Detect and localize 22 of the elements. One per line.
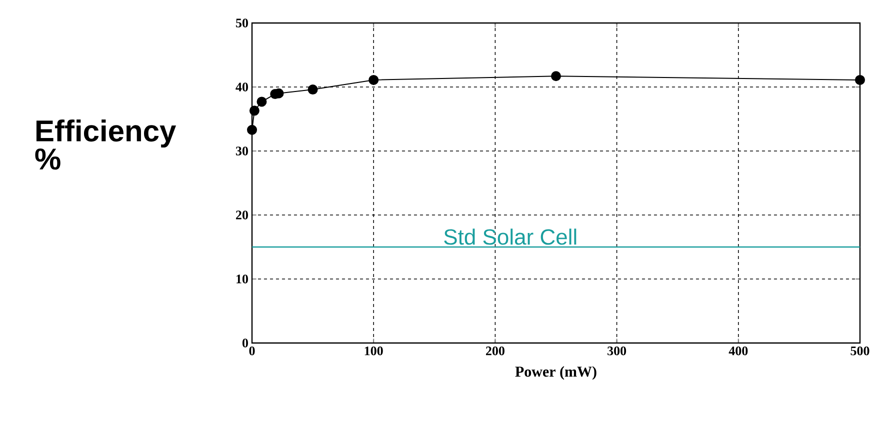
point — [249, 106, 260, 116]
y-axis-title: Efficiency % — [35, 120, 176, 170]
point — [247, 124, 258, 135]
point — [550, 71, 561, 82]
x-tick-label: 500 — [850, 346, 870, 356]
y-tick-label: 30 — [236, 146, 248, 156]
point — [308, 84, 318, 95]
x-axis-title: Power (mW) — [515, 366, 596, 380]
x-tick-label: 200 — [486, 346, 504, 356]
y-tick-label: 40 — [236, 82, 248, 92]
point — [854, 74, 865, 85]
y-tick-label: 10 — [236, 274, 248, 284]
ref-line-label: Std Solar Cell — [444, 228, 576, 245]
y-tick-label: 0 — [242, 338, 248, 348]
x-tick-label: 100 — [364, 346, 383, 356]
y-tick-label: 50 — [236, 18, 248, 28]
x-tick-label: 400 — [728, 346, 748, 356]
x-tick-label: 0 — [249, 346, 255, 356]
point — [256, 96, 267, 107]
x-tick-label: 300 — [608, 346, 626, 356]
point — [368, 74, 379, 85]
y-tick-label: 20 — [236, 210, 248, 220]
